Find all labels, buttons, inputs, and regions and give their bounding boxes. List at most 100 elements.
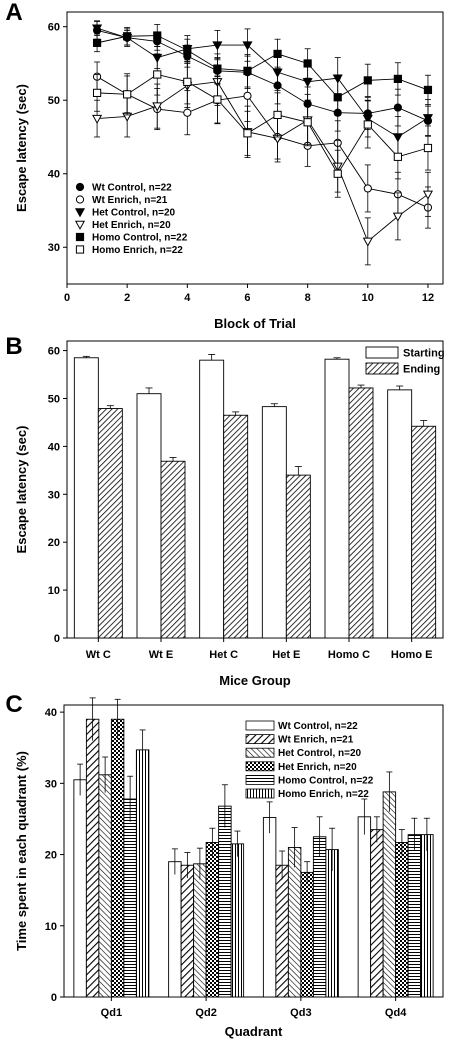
panel-a-series-line [96,29,429,122]
panel-b-bar [136,393,162,639]
panel-b-bar [73,357,99,639]
panel-a-point [183,108,192,117]
panel-a-series-2 [92,20,434,158]
panel-b-ytick-label: 30 [48,489,60,501]
panel-b-ytick-label: 10 [48,585,60,597]
panel-a-point [393,74,402,83]
panel-a-point [362,237,373,247]
panel-a-point [393,103,402,112]
panel-c-bar [180,864,195,998]
panel-c-legend-swatch [245,747,275,758]
panel-c-bar [275,864,289,998]
panel-a-legend-marker [74,208,86,218]
panel-a-series-0 [92,21,433,136]
panel-a-legend-label: Wt Control, n=22 [92,183,172,194]
panel-a-ylabel: Escape latency (sec) [14,84,29,212]
panel-c-category-label: Qd2 [195,1007,216,1019]
panel-a-series-line [96,35,429,98]
panel-a-point [423,85,433,95]
panel-a-legend-label: Het Control, n=20 [92,208,176,219]
panel-a-legend-marker [74,220,86,230]
panel-b-bar [348,387,374,639]
panel-a-point [92,24,103,34]
panel-c-bar [193,863,207,998]
panel-c-bar [262,817,277,998]
panel-a-point [183,46,192,55]
panel-c-category-label: Qd4 [385,1007,407,1019]
panel-c-bar [135,749,150,998]
panel-a-point [303,59,312,68]
panel-a-point [363,76,372,85]
panel-a-point [243,129,252,138]
panel-c-legend-swatch [245,720,275,731]
panel-b-bar [324,358,350,639]
panel-c-legend-swatch [245,775,275,785]
panel-c-ylabel: Time spent in each quadrant (%) [14,751,29,951]
panel-b-legend-label: Starting [403,348,445,360]
panel-c-bar [312,836,327,998]
panel-a-point [422,114,434,124]
panel-b-ylabel: Escape latency (sec) [14,426,29,554]
panel-b-category-label: Het C [209,649,238,661]
panel-a-ytick-label: 40 [48,169,60,181]
panel-a-point [422,190,434,200]
panel-a-point [243,66,252,75]
panel-b-bar [160,460,186,639]
panel-c-legend-swatch [245,788,275,799]
panel-a-label: A [5,0,22,26]
panel-a-legend-marker [75,195,85,204]
panel-a-point [92,114,103,125]
panel-c-bar [123,798,137,998]
panel-a-xtick-label: 0 [64,292,70,304]
panel-a-series-4 [92,24,433,117]
panel-a-xtick-label: 10 [362,292,374,304]
panel-a-point [153,70,162,79]
panel-c-legend-label: Homo Enrich, n=22 [278,789,369,800]
panel-a-point [392,212,403,222]
panel-c-bar [110,718,125,998]
panel-c-ytick-label: 40 [45,707,57,719]
panel-c-bar [395,842,409,998]
panel-a-point [213,64,222,73]
panel-c-bar [300,871,314,998]
panel-c-bar [98,774,112,998]
panel-a-point [363,184,372,193]
panel-c-bar [168,861,182,998]
panel-c-bar [382,791,397,998]
panel-b-bar [97,408,123,639]
panel-a-legend-label: Homo Control, n=22 [92,233,188,244]
panel-c-legend-label: Het Enrich, n=20 [278,762,357,773]
panel-a-point [153,31,162,40]
panel-a-series-line [97,74,429,175]
panel-b-category-label: Homo E [391,649,433,661]
panel-c-legend-label: Het Control, n=20 [278,748,362,759]
panel-c-legend-label: Wt Enrich, n=21 [278,735,354,746]
panel-c-bar [73,779,87,998]
panel-b-ytick-label: 0 [54,633,60,645]
panel-c-bar [325,849,339,998]
panel-a-xtick-label: 12 [422,292,434,304]
panel-a-point [272,68,283,78]
panel-a-point [123,32,132,41]
panel-a-point [302,78,313,88]
panel-b-legend-swatch [365,346,399,359]
panel-a-point [393,152,402,161]
panel-a-point [123,90,132,99]
panel-a-series-line [97,81,429,243]
panel-b-bar [387,389,413,639]
panel-c-bar [85,718,100,998]
panel-a-point [183,77,192,86]
panel-c-bar [287,846,302,998]
panel-a-point [333,169,342,178]
panel-b-ytick-label: 50 [48,393,60,405]
panel-b-category-label: Het E [272,649,300,661]
panel-c-ytick-label: 10 [45,921,57,933]
panel-a-point [243,91,252,100]
panel-a-series-line [96,76,429,208]
panel-b-xlabel: Mice Group [219,673,291,688]
panel-b-bar [199,359,225,639]
panel-a-point [273,110,282,120]
panel-a-xtick-label: 6 [244,292,250,304]
panel-a-point [363,120,372,129]
panel-a-point [152,102,163,112]
